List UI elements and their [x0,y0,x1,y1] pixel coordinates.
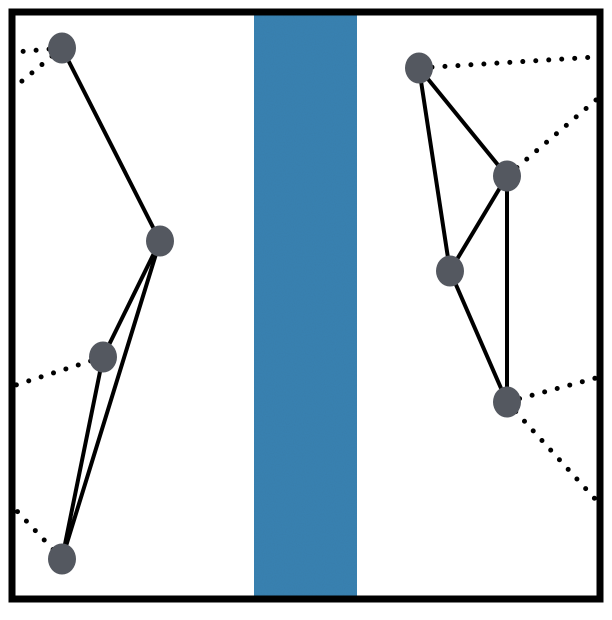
graph-node-l1 [48,32,76,64]
dotted-edge-r4-off-right [504,399,599,503]
graph-node-l4 [48,543,76,575]
dotted-edge-r1-off-right [416,54,599,71]
edge-r1-r3 [417,66,452,273]
graph-node-l3 [89,341,117,373]
edge-l1-l2 [60,46,162,243]
edge-r2-r3 [448,174,509,273]
dotted-edge-l1-off-left [13,45,65,55]
graph-node-r1 [405,52,433,84]
graph-node-l2 [146,225,174,257]
edge-l2-l3 [101,239,162,359]
graph-node-r3 [436,255,464,287]
outer-border [8,8,604,603]
graph-node-r2 [493,160,521,192]
graph-node-r4 [493,386,521,418]
edge-l2-l4 [60,239,162,561]
river-band [254,14,357,598]
dotted-edge-r2-off-right [504,97,599,179]
edge-l3-l4 [60,355,105,561]
dotted-edge-l3-off-left [13,354,106,388]
dotted-edge-r4-off-right [504,375,599,405]
nodes-layer [48,32,521,575]
edge-r1-r2 [417,66,509,178]
dotted-edge-l1-off-left [13,45,65,89]
solid-edges-layer [60,46,509,561]
edge-r3-r4 [448,269,509,404]
